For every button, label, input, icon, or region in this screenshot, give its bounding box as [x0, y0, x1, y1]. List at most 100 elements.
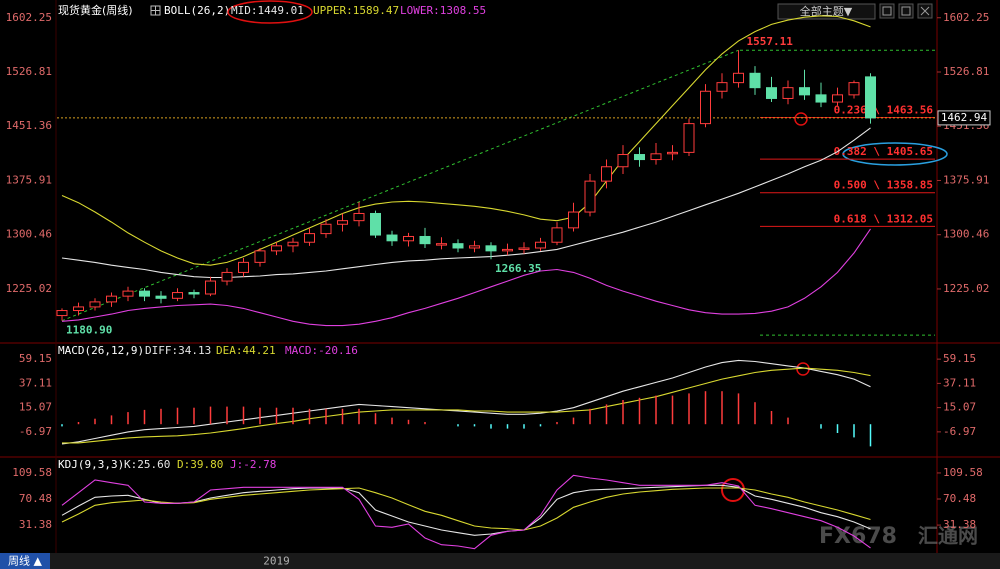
- candle-body: [271, 245, 282, 252]
- candle-body: [89, 301, 101, 308]
- fib-level-label: 0.236 \ 1463.56: [834, 103, 934, 116]
- candle-body: [551, 227, 563, 243]
- candle-body: [205, 280, 216, 295]
- macd-title: MACD(26,12,9): [58, 344, 144, 357]
- y-tick-label: 70.48: [943, 492, 976, 505]
- y-tick-label: 1602.25: [6, 11, 52, 24]
- candle-body: [766, 87, 777, 99]
- y-tick-label: 1300.46: [6, 228, 52, 241]
- series-line: [61, 487, 871, 531]
- watermark: 汇通网: [918, 524, 978, 548]
- candle-body: [436, 243, 447, 246]
- y-tick-label: 1526.81: [943, 65, 989, 78]
- y-tick-label: 15.07: [943, 401, 976, 414]
- y-tick-label: 1375.91: [6, 173, 52, 186]
- candle-body: [287, 241, 299, 247]
- y-tick-label: 59.15: [19, 352, 52, 365]
- candle-body: [634, 154, 645, 161]
- series-line: [62, 367, 871, 444]
- candle-body: [518, 247, 530, 250]
- indicator-name: BOLL(26,2): [164, 4, 230, 17]
- candle-body: [865, 76, 876, 119]
- series-line: [61, 359, 871, 445]
- y-tick-label: 37.11: [943, 376, 976, 389]
- candle-body: [683, 123, 695, 153]
- y-tick-label: 70.48: [19, 492, 52, 505]
- candle-body: [700, 90, 711, 125]
- y-tick-label: 109.58: [943, 466, 983, 479]
- legend-entry: J:-2.78: [230, 458, 276, 471]
- theme-button[interactable]: [777, 3, 876, 20]
- candle-body: [749, 72, 761, 89]
- footer-bar: [0, 553, 1000, 569]
- highlight-circle: [794, 112, 808, 126]
- candle-body: [403, 235, 414, 242]
- y-tick-label: 1451.36: [6, 119, 52, 132]
- candle-body: [172, 292, 183, 299]
- toolbar-icon-glyph: [901, 6, 911, 16]
- candle-body: [56, 310, 68, 317]
- candle-body: [155, 295, 167, 299]
- candle-body: [353, 212, 365, 222]
- legend-entry: UPPER:1589.47: [313, 4, 399, 17]
- y-tick-label: 15.07: [19, 401, 52, 414]
- candle-body: [815, 94, 827, 103]
- y-tick-label: 31.38: [19, 518, 52, 531]
- extreme-label: 1557.11: [747, 35, 794, 48]
- fib-level-label: 0.500 \ 1358.85: [834, 179, 933, 192]
- y-tick-label: 1300.46: [943, 228, 989, 241]
- y-tick-label: 37.11: [19, 376, 52, 389]
- candle-body: [188, 292, 200, 295]
- candle-body: [386, 234, 398, 242]
- trendline: [61, 49, 739, 322]
- toolbar-icon[interactable]: [879, 3, 895, 19]
- x-tick-label: 2019: [263, 555, 290, 568]
- candle-body: [733, 72, 744, 84]
- candle-body: [73, 306, 84, 312]
- theme-button-label[interactable]: 全部主题▼: [800, 4, 853, 18]
- toolbar-icon[interactable]: [898, 3, 914, 19]
- legend-entry: LOWER:1308.55: [400, 4, 486, 17]
- y-tick-label: -6.97: [943, 425, 976, 438]
- candle-body: [304, 233, 315, 243]
- candle-body: [716, 82, 728, 92]
- candle-body: [485, 245, 497, 252]
- y-tick-label: 1526.81: [6, 65, 52, 78]
- period-tab-label[interactable]: 周线 ▲: [8, 554, 42, 568]
- y-tick-label: 109.58: [12, 466, 52, 479]
- fib-level-label: 0.618 \ 1312.05: [834, 212, 933, 225]
- candle-body: [799, 87, 810, 96]
- last-price-label: 1462.94: [941, 111, 988, 124]
- candle-body: [584, 180, 596, 213]
- series-line: [61, 127, 871, 279]
- candle-body: [320, 223, 332, 235]
- y-tick-label: 1602.25: [943, 11, 989, 24]
- candle-body: [568, 211, 579, 229]
- y-tick-label: 31.38: [943, 518, 976, 531]
- extreme-label: 1180.90: [66, 324, 112, 337]
- legend-entry: MID:1449.01: [231, 4, 304, 17]
- toolbar-icon-glyph: [882, 6, 892, 16]
- legend-entry: DEA:44.21: [216, 344, 276, 357]
- legend-entry: K:25.60: [124, 458, 170, 471]
- candle-body: [139, 290, 150, 297]
- y-tick-label: 59.15: [943, 352, 976, 365]
- legend-entry: DIFF:34.13: [145, 344, 211, 357]
- candle-body: [221, 271, 233, 282]
- candle-body: [238, 261, 249, 273]
- legend-entry: MACD:-20.16: [285, 344, 358, 357]
- candle-body: [601, 166, 612, 182]
- series-line: [61, 15, 871, 266]
- y-tick-label: 1375.91: [943, 173, 989, 186]
- watermark: FX678: [819, 524, 897, 549]
- period-tab[interactable]: [0, 553, 50, 569]
- y-tick-label: 1225.02: [943, 282, 989, 295]
- candle-body: [469, 245, 480, 249]
- chart-title: 现货黄金(周线): [58, 3, 133, 17]
- candle-body: [370, 212, 381, 236]
- candle-body: [106, 295, 117, 303]
- candle-body: [832, 94, 843, 103]
- highlight-ellipse: [227, 0, 313, 24]
- candle-body: [782, 87, 794, 99]
